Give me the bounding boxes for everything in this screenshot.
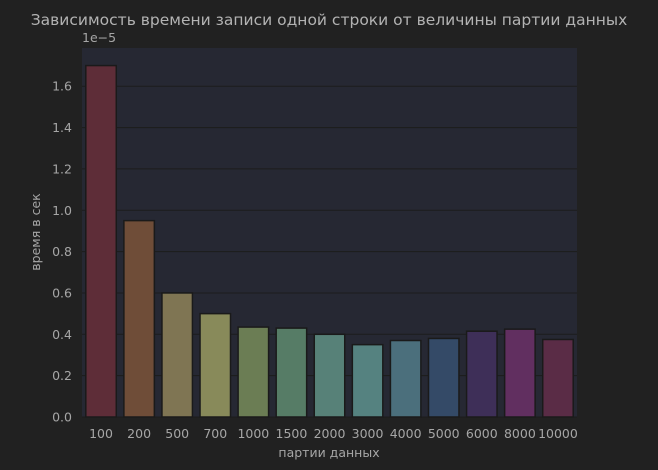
bar	[123, 219, 156, 418]
x-tick-label: 100	[89, 426, 113, 441]
bar	[237, 326, 270, 418]
bar	[465, 330, 498, 418]
x-tick-label: 700	[203, 426, 227, 441]
y-tick-label: 1.0	[52, 203, 72, 218]
bar	[161, 292, 194, 418]
bar	[427, 337, 460, 418]
x-tick-label: 1500	[276, 426, 308, 441]
x-axis-label: партии данных	[278, 445, 379, 460]
x-tick-label: 500	[165, 426, 189, 441]
x-tick-label: 2000	[314, 426, 346, 441]
x-tick-label: 5000	[428, 426, 460, 441]
y-tick-label: 1.2	[52, 161, 72, 176]
y-tick-label: 0.6	[52, 285, 72, 300]
bar	[351, 343, 384, 418]
y-offset-label: 1e−5	[82, 30, 116, 45]
y-tick-label: 0.2	[52, 368, 72, 383]
x-tick-label: 10000	[538, 426, 578, 441]
x-tick-label: 3000	[352, 426, 384, 441]
y-tick-label: 0.4	[52, 327, 72, 342]
bar	[275, 327, 308, 418]
y-tick-label: 0.8	[52, 244, 72, 259]
y-tick-label: 1.4	[52, 120, 72, 135]
x-tick-label: 4000	[390, 426, 422, 441]
x-tick-label: 6000	[466, 426, 498, 441]
x-tick-label: 1000	[237, 426, 269, 441]
bar	[503, 328, 536, 418]
bar	[313, 333, 346, 418]
bar	[199, 312, 232, 418]
bars	[85, 64, 574, 418]
x-tick-label: 8000	[504, 426, 536, 441]
y-axis-label: время в сек	[28, 193, 43, 271]
chart-title: Зависимость времени записи одной строки …	[31, 11, 628, 29]
x-axis-ticks: 100 200 500 700 1000 1500 2000 3000 4000 5000 6000…	[89, 426, 578, 441]
bar	[85, 64, 118, 418]
y-axis-ticks: 0.0 0.2 0.4 0.6 0.8 1.0 1.2 1.4 1.6	[52, 79, 72, 425]
y-tick-label: 0.0	[52, 410, 72, 425]
x-tick-label: 200	[127, 426, 151, 441]
bar	[541, 338, 574, 418]
y-tick-label: 1.6	[52, 79, 72, 94]
bar	[389, 339, 422, 418]
